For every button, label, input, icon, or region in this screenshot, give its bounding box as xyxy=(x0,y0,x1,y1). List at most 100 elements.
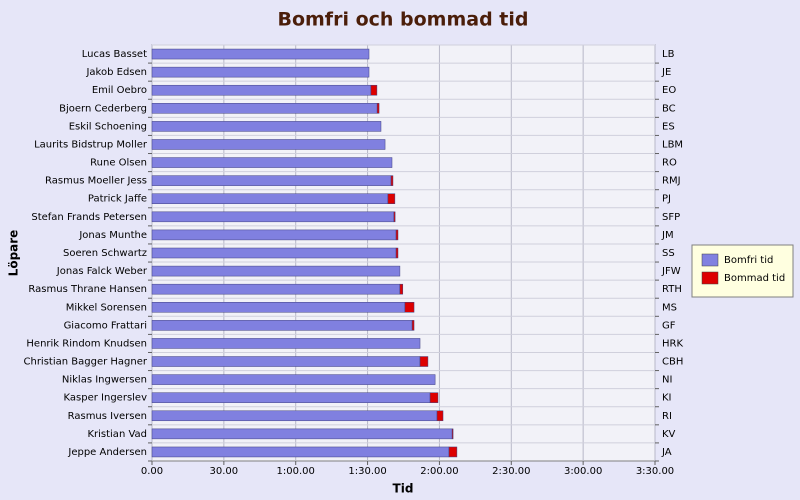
bar xyxy=(411,320,415,331)
bar xyxy=(151,247,397,259)
y-tick-label: Christian Bagger Hagner xyxy=(24,357,148,368)
legend-label: Bomfri tid xyxy=(724,255,773,266)
chart-title: Bomfri och bommad tid xyxy=(277,9,528,31)
bar xyxy=(151,320,413,331)
y2-tick-label: NI xyxy=(662,375,672,386)
y2-tick-label: JM xyxy=(661,230,674,241)
x-tick-label: 3:00.00 xyxy=(564,466,602,477)
y-tick-label: Bjoern Cederberg xyxy=(59,103,147,114)
y-tick-label: Rasmus Moeller Jess xyxy=(45,176,147,187)
y2-tick-label: SFP xyxy=(662,212,680,223)
y2-tick-label: EO xyxy=(662,85,676,96)
y2-tick-label: PJ xyxy=(662,194,671,205)
bar xyxy=(151,428,453,440)
bar xyxy=(395,229,399,241)
bar xyxy=(151,121,382,132)
bar xyxy=(151,229,397,241)
y2-tick-label: RMJ xyxy=(662,176,681,187)
y-tick-label: Rasmus Thrane Hansen xyxy=(28,284,147,295)
bar xyxy=(376,103,380,114)
bar xyxy=(151,84,372,96)
y2-tick-label: HRK xyxy=(662,338,683,349)
y2-tick-label: CBH xyxy=(662,357,683,368)
bar xyxy=(370,84,378,96)
y-tick-label: Kasper Ingerslev xyxy=(64,393,148,404)
bar xyxy=(151,139,386,150)
legend-box xyxy=(691,244,794,298)
legend-swatch xyxy=(701,253,719,267)
bar xyxy=(419,356,429,367)
y2-tick-label: LBM xyxy=(662,139,683,150)
bar xyxy=(429,392,439,403)
bar xyxy=(151,48,370,60)
y2-tick-label: JA xyxy=(661,447,672,458)
y2-tick-label: ES xyxy=(662,121,675,132)
legend xyxy=(691,244,794,298)
y-tick-label: Jonas Munthe xyxy=(78,230,147,241)
bar xyxy=(151,157,393,168)
bar xyxy=(448,446,458,458)
bar xyxy=(151,265,401,277)
bar xyxy=(395,247,399,259)
bar xyxy=(151,446,450,458)
y-tick-label: Lucas Basset xyxy=(82,49,147,60)
y-tick-label: Rune Olsen xyxy=(90,158,147,169)
y-tick-label: Giacomo Frattari xyxy=(64,320,147,331)
y2-tick-label: RTH xyxy=(662,284,682,295)
bar xyxy=(151,211,395,223)
y2-tick-label: KI xyxy=(662,393,672,404)
y2-tick-label: KV xyxy=(662,429,676,440)
y-tick-label: Patrick Jaffe xyxy=(88,194,147,205)
y2-tick-label: RO xyxy=(662,158,677,169)
y2-tick-label: RI xyxy=(662,411,672,422)
bar xyxy=(151,410,438,422)
y-axis-title: Löpare xyxy=(7,230,21,277)
y-tick-label: Jeppe Andersen xyxy=(67,447,147,458)
y2-tick-label: JE xyxy=(661,67,671,78)
y-tick-label: Rasmus Iversen xyxy=(68,411,147,422)
bar xyxy=(151,175,392,186)
bar xyxy=(393,211,396,223)
bar xyxy=(404,302,415,313)
x-axis-title: Tid xyxy=(393,482,414,496)
y-tick-label: Eskil Schoening xyxy=(69,121,147,132)
y-tick-label: Henrik Rindom Knudsen xyxy=(26,338,147,349)
x-tick-label: 0.00 xyxy=(141,466,163,477)
bar xyxy=(399,283,404,295)
x-tick-label: 3:30.00 xyxy=(636,466,674,477)
bar xyxy=(151,193,389,204)
y-tick-label: Jakob Edsen xyxy=(85,67,147,78)
x-tick-label: 30.00 xyxy=(210,466,239,477)
y-tick-label: Jonas Falck Weber xyxy=(56,266,148,277)
y2-tick-label: GF xyxy=(662,320,676,331)
y2-tick-label: BC xyxy=(662,103,676,114)
y2-tick-label: MS xyxy=(662,302,677,313)
bar xyxy=(151,283,401,295)
y-tick-label: Niklas Ingwersen xyxy=(62,375,147,386)
bar xyxy=(387,193,396,204)
bar xyxy=(151,103,378,114)
y-tick-label: Mikkel Sorensen xyxy=(66,302,147,313)
bar xyxy=(151,392,431,403)
y-tick-label: Kristian Vad xyxy=(87,429,147,440)
x-tick-label: 2:00.00 xyxy=(420,466,458,477)
bar xyxy=(151,66,370,78)
x-tick-label: 1:30.00 xyxy=(348,466,386,477)
y-tick-label: Laurits Bidstrup Moller xyxy=(34,139,148,150)
x-tick-label: 1:00.00 xyxy=(277,466,315,477)
bar xyxy=(151,302,406,313)
bar xyxy=(436,410,444,422)
x-tick-label: 2:30.00 xyxy=(492,466,530,477)
y-tick-label: Soeren Schwartz xyxy=(63,248,147,259)
y2-tick-label: SS xyxy=(662,248,675,259)
bar xyxy=(151,356,421,367)
bar xyxy=(151,374,436,385)
legend-swatch xyxy=(701,271,719,285)
y-tick-label: Emil Oebro xyxy=(92,85,147,96)
bar xyxy=(390,175,394,186)
bar xyxy=(151,338,421,349)
y-tick-label: Stefan Frands Petersen xyxy=(31,212,147,223)
y2-tick-label: LB xyxy=(662,49,675,60)
y2-tick-label: JFW xyxy=(661,266,681,277)
